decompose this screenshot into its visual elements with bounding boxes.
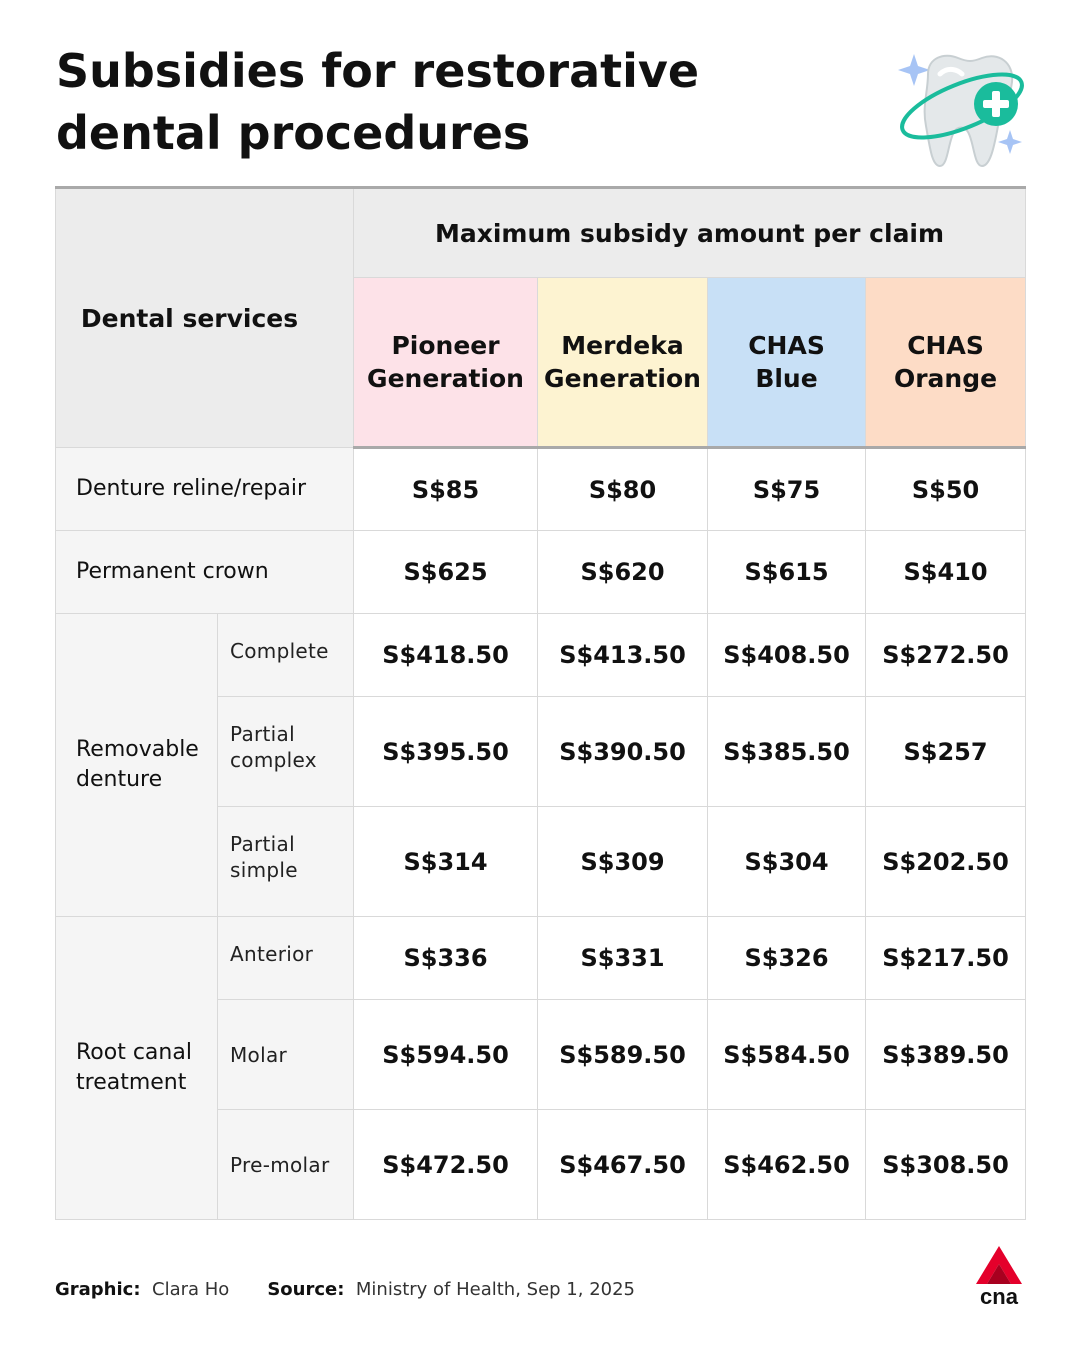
value-cell: S$75 xyxy=(707,447,867,531)
graphic-label: Graphic: xyxy=(55,1279,141,1300)
row-label-denture-reline: Denture reline/repair xyxy=(54,447,355,531)
value-cell: S$80 xyxy=(537,447,709,531)
value-cell: S$336 xyxy=(353,916,539,1000)
value-cell: S$314 xyxy=(353,806,539,917)
sub-label-complete: Complete xyxy=(216,613,355,697)
source-label: Source: xyxy=(267,1279,345,1300)
value-cell: S$408.50 xyxy=(707,613,867,697)
column-header-merdeka-generation: Merdeka Generation xyxy=(537,277,709,449)
value-cell: S$395.50 xyxy=(353,696,539,807)
value-cell: S$615 xyxy=(707,530,867,614)
value-cell: S$390.50 xyxy=(537,696,709,807)
value-cell: S$272.50 xyxy=(865,613,1027,697)
value-cell: S$418.50 xyxy=(353,613,539,697)
value-cell: S$202.50 xyxy=(865,806,1027,917)
table-row: Partial complex S$395.50 S$390.50 S$385.5… xyxy=(56,696,1027,807)
sub-label-pre-molar: Pre-molar xyxy=(216,1109,355,1220)
value-cell: S$472.50 xyxy=(353,1109,539,1220)
subsidy-table: Dental services Maximum subsidy amount p… xyxy=(54,186,1027,1220)
column-header-pioneer-generation: Pioneer Generation xyxy=(353,277,539,449)
table-row: Root canal treatment Anterior S$336 S$331… xyxy=(55,916,1027,1220)
value-cell: S$413.50 xyxy=(537,613,709,697)
value-cell: S$385.50 xyxy=(707,696,867,807)
row-group-removable-denture: Removable denture xyxy=(55,613,218,917)
value-cell: S$331 xyxy=(537,916,709,1000)
value-cell: S$309 xyxy=(537,806,709,917)
value-cell: S$620 xyxy=(537,530,709,614)
value-cell: S$326 xyxy=(707,916,867,1000)
table-row: Removable denture Complete S$418.50 S$413… xyxy=(55,613,1027,917)
table-row: Partial simple S$314 S$309 S$304 S$202.50 xyxy=(56,806,1027,917)
column-header-chas-blue: CHAS Blue xyxy=(707,277,867,449)
max-subsidy-header: Maximum subsidy amount per claim xyxy=(353,186,1027,278)
column-header-chas-orange: CHAS Orange xyxy=(865,277,1027,449)
value-cell: S$308.50 xyxy=(865,1109,1027,1220)
value-cell: S$85 xyxy=(353,447,539,531)
value-cell: S$389.50 xyxy=(865,999,1027,1110)
value-cell: S$50 xyxy=(865,447,1027,531)
sub-label-anterior: Anterior xyxy=(216,916,355,1000)
table-row: Denture reline/repair S$85 S$80 S$75 S$5… xyxy=(54,447,1027,531)
value-cell: S$257 xyxy=(865,696,1027,807)
table-row: Molar S$594.50 S$589.50 S$584.50 S$389.5… xyxy=(56,999,1027,1110)
value-cell: S$584.50 xyxy=(707,999,867,1110)
value-cell: S$625 xyxy=(353,530,539,614)
value-cell: S$594.50 xyxy=(353,999,539,1110)
dental-services-header: Dental services xyxy=(54,186,355,448)
value-cell: S$462.50 xyxy=(707,1109,867,1220)
value-cell: S$410 xyxy=(865,530,1027,614)
svg-text:cna: cna xyxy=(980,1284,1019,1306)
value-cell: S$589.50 xyxy=(537,999,709,1110)
cna-logo: cna xyxy=(976,1246,1022,1306)
sub-label-molar: Molar xyxy=(216,999,355,1110)
page-title: Subsidies for restorative dental procedu… xyxy=(56,44,700,160)
table-row: Pre-molar S$472.50 S$467.50 S$462.50 S$3… xyxy=(56,1109,1027,1220)
sub-label-partial-complex: Partial complex xyxy=(216,696,355,807)
footer-credits: Graphic: Clara Ho Source: Ministry of Hea… xyxy=(55,1279,635,1300)
row-label-permanent-crown: Permanent crown xyxy=(54,530,355,614)
row-group-root-canal: Root canal treatment xyxy=(55,916,218,1220)
table-row: Permanent crown S$625 S$620 S$615 S$410 xyxy=(54,530,1027,614)
sub-label-partial-simple: Partial simple xyxy=(216,806,355,917)
tooth-with-plus-icon xyxy=(898,54,1024,168)
value-cell: S$304 xyxy=(707,806,867,917)
value-cell: S$217.50 xyxy=(865,916,1027,1000)
source-credit: Ministry of Health, Sep 1, 2025 xyxy=(355,1279,635,1300)
value-cell: S$467.50 xyxy=(537,1109,709,1220)
graphic-credit: Clara Ho xyxy=(152,1279,230,1300)
